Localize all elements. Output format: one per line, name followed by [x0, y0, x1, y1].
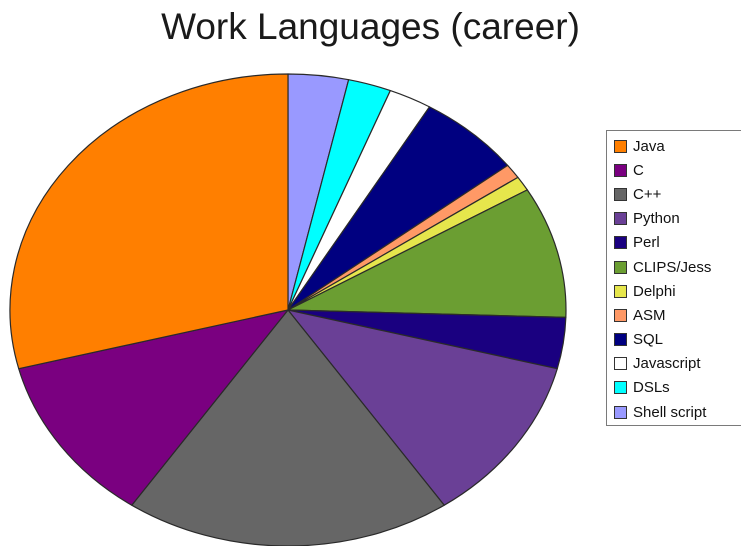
legend-label: CLIPS/Jess: [633, 258, 712, 276]
legend-swatch: [614, 236, 627, 250]
legend-item: C++: [607, 182, 741, 206]
legend-swatch: [614, 333, 627, 347]
legend-label: Java: [633, 137, 665, 155]
legend-label: Javascript: [633, 355, 701, 373]
legend-swatch: [614, 139, 627, 153]
pie-slice-java: [9, 73, 289, 370]
legend-item: ASM: [607, 303, 741, 327]
legend-item: Javascript: [607, 352, 741, 376]
legend-label: Delphi: [633, 282, 676, 300]
legend-label: SQL: [633, 331, 664, 349]
legend-item: Perl: [607, 231, 741, 255]
legend-item: SQL: [607, 328, 741, 352]
legend-label: ASM: [633, 306, 666, 324]
legend-swatch: [614, 381, 627, 395]
chart-title: Work Languages (career): [161, 6, 580, 47]
legend-swatch: [614, 405, 627, 419]
legend-swatch: [614, 260, 627, 274]
pie-slice-c: [18, 309, 289, 506]
legend-item: DSLs: [607, 376, 741, 400]
legend-item: Delphi: [607, 279, 741, 303]
legend-swatch: [614, 212, 627, 226]
legend-swatch: [614, 187, 627, 201]
legend-swatch: [614, 284, 627, 298]
legend-label: C: [633, 161, 644, 179]
pie-slice-clips-jess: [287, 189, 567, 319]
legend-item: C: [607, 158, 741, 182]
legend-label: Perl: [633, 234, 660, 252]
legend-swatch: [614, 163, 627, 177]
legend: Java C C++ Python Perl CLIPS/Jess Delphi ASM SQL…: [606, 130, 741, 426]
legend-label: C++: [633, 185, 662, 203]
legend-item: CLIPS/Jess: [607, 255, 741, 279]
legend-item: Shell script: [607, 400, 741, 424]
legend-swatch: [614, 308, 627, 322]
pie-slice-python: [287, 309, 558, 506]
legend-item: Python: [607, 207, 741, 231]
legend-label: Python: [633, 210, 680, 228]
legend-label: Shell script: [633, 403, 707, 421]
legend-item: Java: [607, 134, 741, 158]
legend-swatch: [614, 357, 627, 371]
legend-label: DSLs: [633, 379, 670, 397]
